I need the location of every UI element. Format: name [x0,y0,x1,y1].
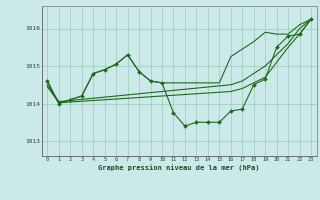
X-axis label: Graphe pression niveau de la mer (hPa): Graphe pression niveau de la mer (hPa) [99,164,260,171]
